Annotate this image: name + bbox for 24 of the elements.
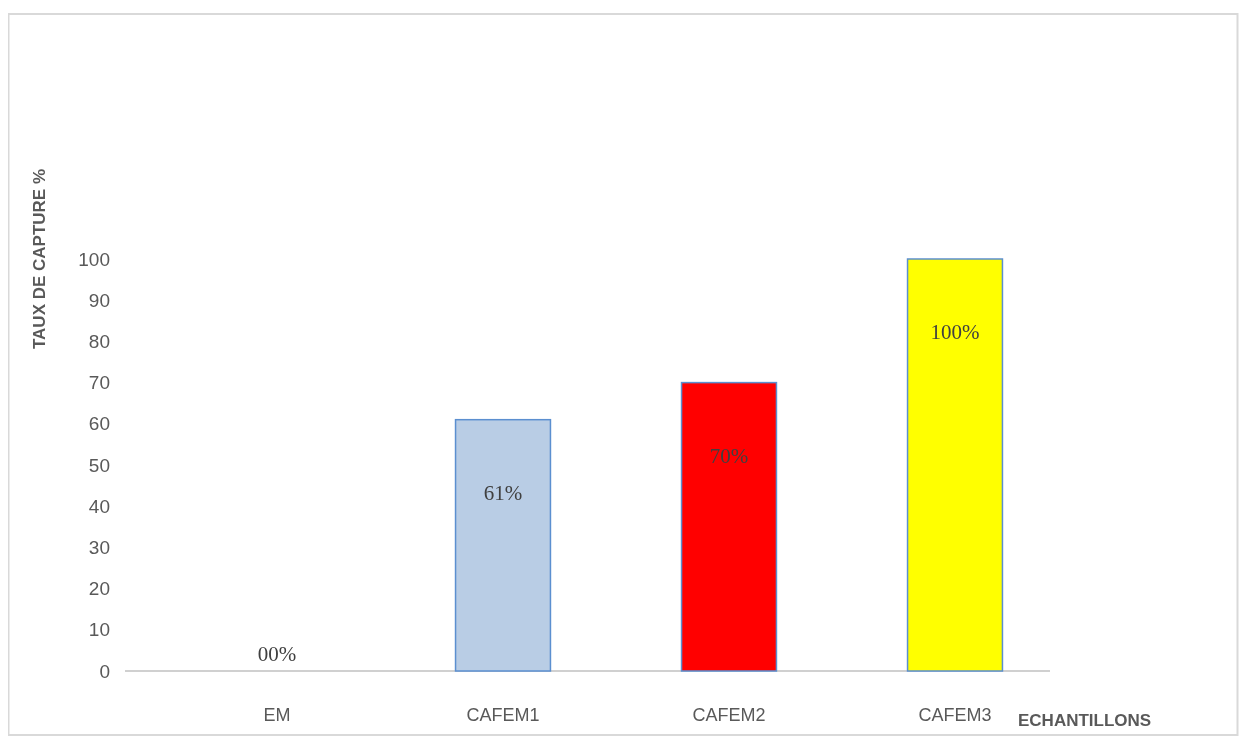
x-tick-label: CAFEM3 — [918, 705, 992, 725]
y-tick-label: 30 — [88, 537, 110, 559]
x-tick-label: CAFEM2 — [692, 705, 766, 725]
y-tick-label: 40 — [88, 495, 110, 517]
y-tick-label: 50 — [88, 454, 110, 476]
x-tick-label: CAFEM1 — [466, 705, 540, 725]
y-tick-label: 90 — [88, 289, 110, 311]
y-axis-title: TAUX DE CAPTURE % — [30, 168, 49, 350]
y-tick-label: 80 — [88, 331, 110, 353]
y-tick-label: 70 — [88, 372, 110, 394]
x-axis-title: ECHANTILLONS — [1018, 711, 1152, 730]
y-tick-label: 0 — [99, 660, 110, 682]
data-label: 100% — [930, 320, 980, 344]
data-label: 00% — [257, 642, 297, 666]
data-label: 70% — [709, 443, 749, 468]
bar — [454, 418, 552, 672]
x-tick-label: EM — [263, 705, 291, 725]
y-tick-label: 60 — [88, 413, 110, 435]
y-tick-label: 10 — [88, 619, 110, 641]
data-label: 61% — [483, 480, 523, 505]
y-tick-label: 20 — [88, 578, 110, 600]
bar — [906, 258, 1004, 672]
bar — [680, 381, 778, 672]
y-tick-label: 100 — [78, 248, 110, 270]
